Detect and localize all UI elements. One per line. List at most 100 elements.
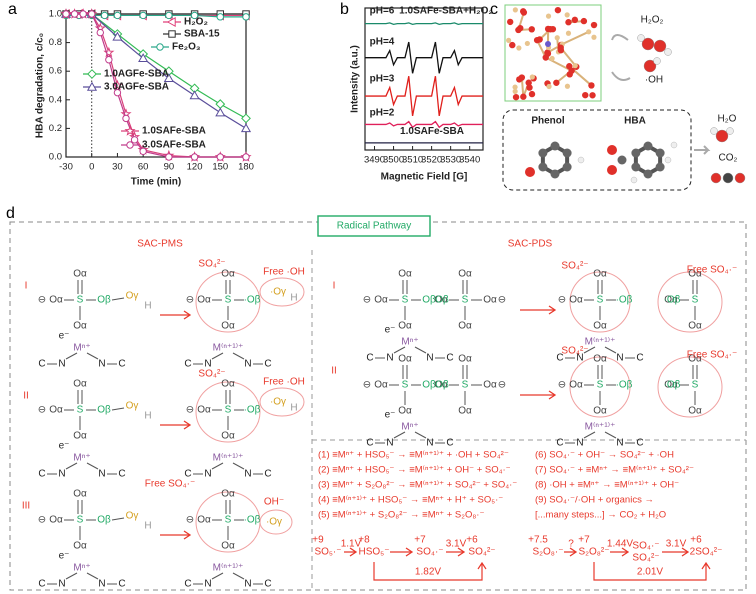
atom: [607, 165, 617, 175]
atom: [715, 129, 729, 143]
atom: C: [636, 438, 643, 449]
metal: Mⁿ⁺: [73, 563, 90, 574]
numeral: I: [333, 281, 336, 292]
bond: [65, 462, 78, 470]
plot-frame: [364, 7, 484, 151]
charge: ⊖: [498, 380, 506, 391]
atom: Oα: [593, 269, 607, 280]
reaction: (5) ≡M⁽ⁿ⁺¹⁾⁺ + S₂O₈²⁻ → ≡Mⁿ⁺ + S₂O₈·⁻: [318, 510, 484, 521]
atom: N: [576, 353, 583, 364]
species: SO₄²⁻: [468, 547, 495, 558]
reaction-arrow: [160, 310, 192, 320]
atom: Oα: [688, 406, 702, 417]
atom: [664, 48, 672, 56]
reaction: (3) ≡Mⁿ⁺ + S₂O₈²⁻ → ≡M⁽ⁿ⁺¹⁾⁺ + SO₄²⁻ + S…: [318, 480, 517, 491]
atom: N: [98, 469, 105, 480]
panel-label: d: [6, 205, 15, 222]
highlight-circle: [569, 271, 631, 333]
atom: [580, 17, 588, 25]
atom: Oα: [688, 269, 702, 280]
marker: [126, 141, 134, 149]
reaction-arrow: [610, 547, 630, 557]
marker: [96, 28, 104, 37]
oxidation-state: +7: [578, 535, 590, 546]
y-tick-label: 0.0: [49, 152, 62, 163]
atom: ·Oβ: [664, 295, 681, 306]
free-radical-label: Free ·OH: [263, 377, 305, 388]
atom: Oα: [221, 379, 235, 390]
marker: [242, 13, 250, 21]
highlight-circle: [195, 381, 261, 443]
atom: Oα: [49, 515, 63, 526]
atom: Oβ: [97, 515, 111, 526]
atom: S: [462, 295, 469, 306]
atom: Oα: [688, 354, 702, 365]
bond: [111, 407, 125, 411]
legend-label: Fe₂O₃: [172, 42, 201, 53]
metal: M⁽ⁿ⁺¹⁾⁺: [585, 422, 616, 433]
atom: [562, 162, 572, 172]
bond: [583, 346, 596, 354]
charge: ⊖: [363, 295, 371, 306]
atom: C: [264, 469, 271, 480]
atom: [631, 162, 641, 172]
marker: [124, 125, 136, 136]
series-label: pH=3: [370, 74, 395, 85]
metal: M⁽ⁿ⁺¹⁾⁺: [585, 337, 616, 348]
atom: [550, 141, 560, 151]
atom: C: [118, 359, 125, 370]
legend-label: 3.0SAFe-SBA: [142, 140, 206, 151]
atom: S: [692, 380, 699, 391]
atom: [526, 84, 533, 91]
atom: Oα: [398, 406, 412, 417]
atom: Oα: [483, 295, 497, 306]
product-label: SO₄²⁻: [198, 259, 225, 270]
arrow: [694, 145, 711, 155]
reaction-arrow: [446, 547, 466, 557]
atom: Oα: [398, 354, 412, 365]
charge: ⊖: [186, 405, 194, 416]
bond: [414, 346, 427, 354]
atom: [722, 172, 734, 184]
atom: Oα: [197, 405, 211, 416]
legend-label: H₂O₂: [184, 17, 208, 28]
x-tick-label: 180: [238, 162, 254, 173]
atom: [545, 13, 552, 19]
y-tick-label: 0.4: [49, 94, 62, 105]
bond: [111, 297, 125, 301]
bond: [211, 462, 224, 470]
atom: C: [366, 438, 373, 449]
marker: [166, 16, 176, 28]
molecule-label: HBA: [624, 116, 646, 127]
atom: N: [426, 438, 433, 449]
bond: [232, 462, 245, 470]
reaction: (9) SO₄·⁻/·OH + organics →: [535, 495, 654, 506]
molecule-label: Phenol: [531, 116, 565, 127]
atom: [525, 167, 535, 177]
legend-label: 1.0SAFe-SBA: [142, 126, 206, 137]
series-label: pH=4: [370, 37, 395, 48]
marker: [70, 10, 79, 18]
atom: [554, 6, 562, 14]
marker: [216, 13, 224, 21]
atom: [589, 92, 596, 99]
marker: [112, 31, 123, 41]
species: SO₅·⁻: [314, 547, 341, 558]
species: SO₄²⁻: [632, 553, 659, 564]
atom: N: [616, 438, 623, 449]
marker: [105, 56, 113, 64]
y-tick-label: 0.2: [49, 123, 62, 134]
atom: Oγ: [126, 511, 139, 522]
marker: [189, 90, 200, 100]
free-radical-label: Free ·OH: [263, 267, 305, 278]
atom: S: [225, 405, 232, 416]
atom: N: [244, 469, 251, 480]
atom: Oα: [593, 406, 607, 417]
x-tick-label: 60: [138, 162, 149, 173]
marker: [88, 10, 96, 18]
x-tick-label: 120: [187, 162, 203, 173]
atom: ·Oβ: [244, 295, 261, 306]
atom: S: [225, 515, 232, 526]
atom: N: [58, 359, 65, 370]
molecule-label: ·OH: [645, 75, 663, 86]
